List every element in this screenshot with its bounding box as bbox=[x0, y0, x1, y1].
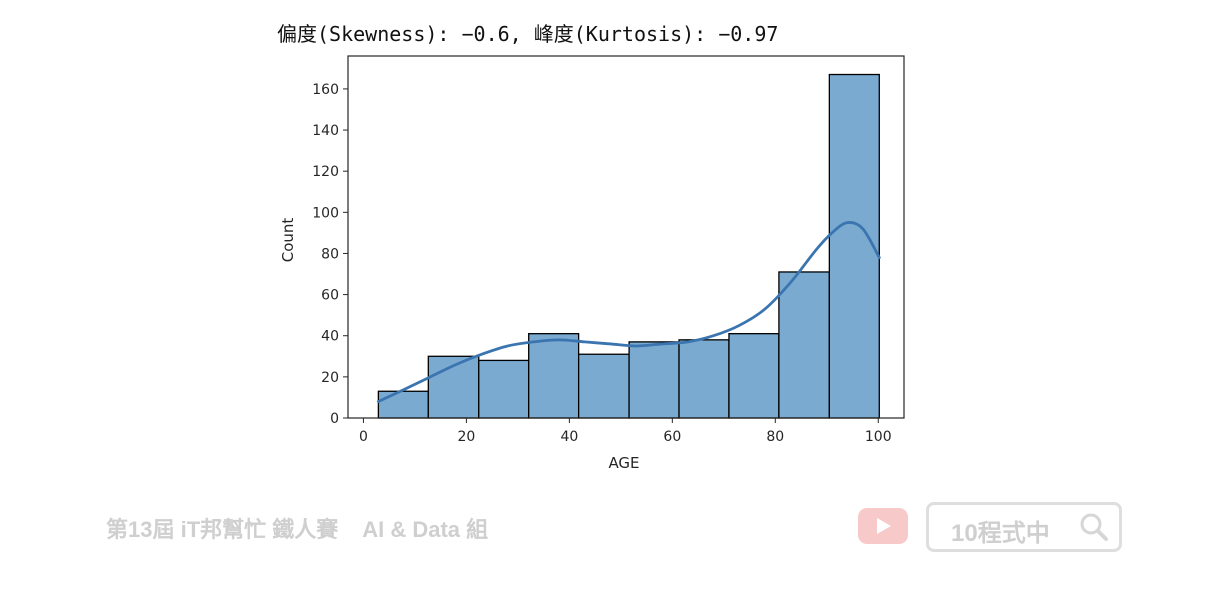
y-tick-label: 140 bbox=[312, 123, 339, 139]
histogram-bar bbox=[377, 390, 429, 419]
histogram-bar bbox=[728, 333, 780, 419]
y-tick-label: 80 bbox=[321, 246, 339, 262]
y-tick-label: 120 bbox=[312, 164, 339, 180]
x-axis-label: AGE bbox=[608, 454, 639, 472]
x-tick-label: 100 bbox=[865, 429, 892, 445]
x-tick-label: 40 bbox=[560, 429, 578, 445]
event-banner: 第13屆 iT邦幫忙 鐵人賽 AI & Data 組 bbox=[106, 512, 488, 544]
search-icon bbox=[1080, 513, 1108, 541]
y-axis-label: Count bbox=[279, 218, 297, 263]
histogram-bar bbox=[528, 333, 580, 419]
event-group: AI & Data 組 bbox=[362, 517, 489, 542]
event-title: 第13屆 iT邦幫忙 鐵人賽 bbox=[106, 517, 339, 542]
histogram-bar bbox=[628, 341, 680, 419]
y-tick-label: 20 bbox=[321, 370, 339, 386]
x-tick-label: 20 bbox=[457, 429, 475, 445]
y-tick-label: 0 bbox=[330, 411, 339, 427]
y-tick-label: 60 bbox=[321, 288, 339, 304]
search-text: 10程式中 bbox=[951, 520, 1050, 547]
kde-line bbox=[376, 221, 881, 403]
y-tick-label: 40 bbox=[321, 329, 339, 345]
x-tick-label: 60 bbox=[663, 429, 681, 445]
youtube-icon[interactable] bbox=[858, 508, 908, 544]
chart-title: 偏度(Skewness): −0.6, 峰度(Kurtosis): −0.97 bbox=[277, 22, 779, 46]
x-axis-ticks: 0 20 40 60 80 100 bbox=[359, 418, 892, 445]
histogram-bar bbox=[778, 271, 831, 419]
histogram-bar bbox=[478, 359, 530, 419]
search-box[interactable]: 10程式中 bbox=[926, 502, 1122, 552]
histogram-bar bbox=[828, 73, 880, 419]
y-tick-label: 160 bbox=[312, 82, 339, 98]
play-icon bbox=[877, 518, 891, 534]
y-tick-label: 100 bbox=[312, 205, 339, 221]
plot-frame bbox=[347, 55, 905, 419]
bars-group bbox=[377, 73, 880, 419]
histogram-bar bbox=[678, 339, 730, 419]
y-axis-ticks: 0 20 40 60 80 100 120 140 160 bbox=[312, 82, 348, 427]
kde-group bbox=[376, 221, 881, 403]
x-tick-label: 0 bbox=[359, 429, 368, 445]
histogram-bar bbox=[577, 353, 630, 419]
x-tick-label: 80 bbox=[766, 429, 784, 445]
